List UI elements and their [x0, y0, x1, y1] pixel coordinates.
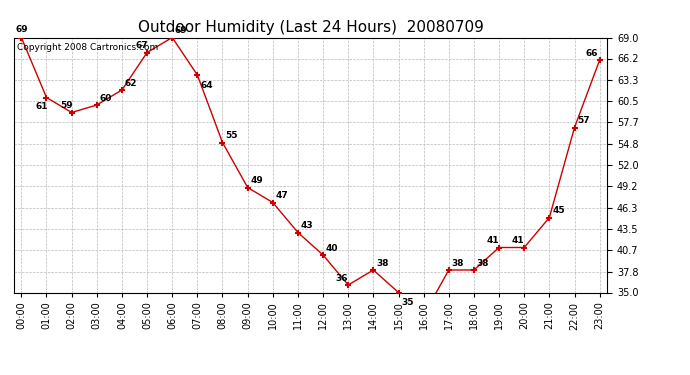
- Text: 47: 47: [275, 191, 288, 200]
- Text: 41: 41: [512, 236, 524, 245]
- Text: 38: 38: [376, 259, 388, 268]
- Text: Copyright 2008 Cartronics.com: Copyright 2008 Cartronics.com: [17, 43, 158, 52]
- Text: 64: 64: [200, 81, 213, 90]
- Text: 41: 41: [486, 236, 499, 245]
- Text: 59: 59: [61, 101, 73, 110]
- Text: 49: 49: [250, 176, 263, 185]
- Text: 40: 40: [326, 244, 338, 253]
- Text: 61: 61: [35, 102, 48, 111]
- Text: 55: 55: [225, 131, 238, 140]
- Text: 38: 38: [477, 259, 489, 268]
- Title: Outdoor Humidity (Last 24 Hours)  20080709: Outdoor Humidity (Last 24 Hours) 2008070…: [137, 20, 484, 35]
- Text: 43: 43: [301, 221, 313, 230]
- Text: 62: 62: [125, 79, 137, 88]
- Text: 32: 32: [0, 374, 1, 375]
- Text: 35: 35: [402, 298, 414, 307]
- Text: 67: 67: [136, 41, 148, 50]
- Text: 60: 60: [99, 94, 112, 103]
- Text: 38: 38: [451, 259, 464, 268]
- Text: 69: 69: [16, 25, 28, 34]
- Text: 69: 69: [175, 26, 188, 35]
- Text: 66: 66: [586, 49, 598, 58]
- Text: 36: 36: [336, 274, 348, 283]
- Text: 57: 57: [578, 116, 590, 125]
- Text: 45: 45: [552, 206, 565, 215]
